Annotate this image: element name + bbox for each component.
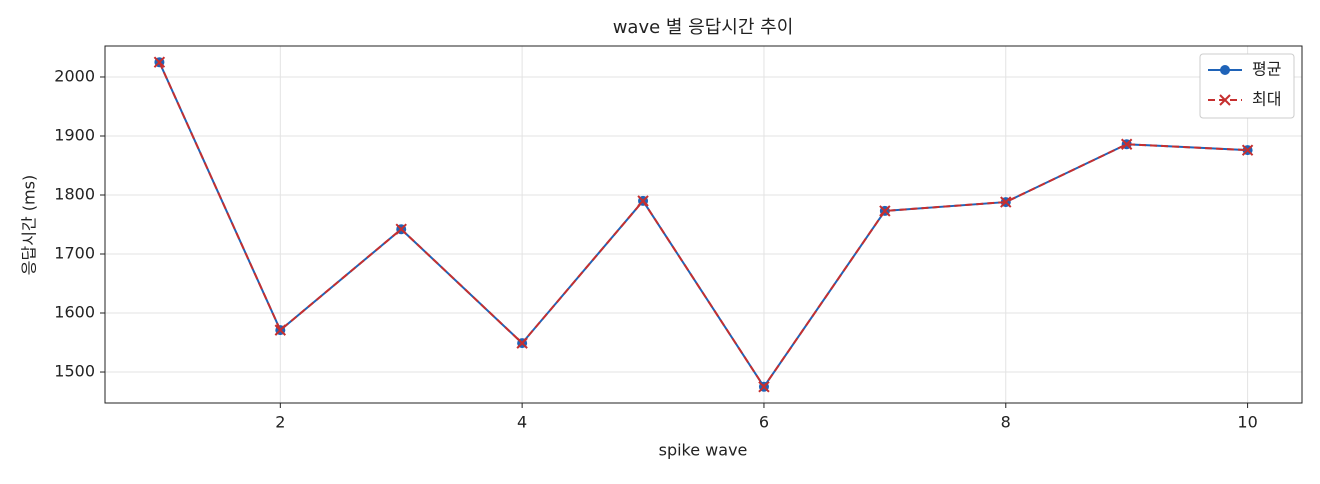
x-axis-label: spike wave (659, 441, 748, 460)
marker (879, 205, 891, 217)
y-tick-label: 2000 (54, 66, 95, 85)
chart-title: wave 별 응답시간 추이 (613, 17, 794, 38)
y-tick-label: 1800 (54, 184, 95, 203)
marker (516, 337, 528, 349)
y-tick-label: 1600 (54, 303, 95, 322)
marker (637, 195, 649, 207)
marker (153, 56, 166, 68)
plot-frame (104, 45, 1303, 404)
marker (1120, 138, 1133, 150)
x-tick-label: 2 (275, 413, 285, 432)
x-tick-label: 4 (517, 413, 527, 432)
x-tick-label: 10 (1237, 413, 1257, 432)
y-axis-label: 응답시간 (ms) (20, 175, 39, 275)
y-tick-label: 1700 (54, 244, 95, 263)
marker (274, 324, 287, 336)
series-line (158, 61, 1248, 389)
marker (758, 381, 770, 393)
marker (1220, 65, 1230, 75)
marker (395, 223, 407, 235)
x-tick-label: 6 (759, 413, 769, 432)
y-tick-label: 1500 (54, 362, 95, 381)
marker (1219, 94, 1231, 106)
legend-label: 평균 (1252, 60, 1281, 79)
series-line (158, 61, 1248, 389)
y-tick-label: 1900 (54, 125, 95, 144)
legend-label: 최대 (1252, 90, 1281, 109)
x-tick-label: 8 (1001, 413, 1011, 432)
marker (1241, 144, 1254, 156)
marker (1000, 196, 1012, 208)
